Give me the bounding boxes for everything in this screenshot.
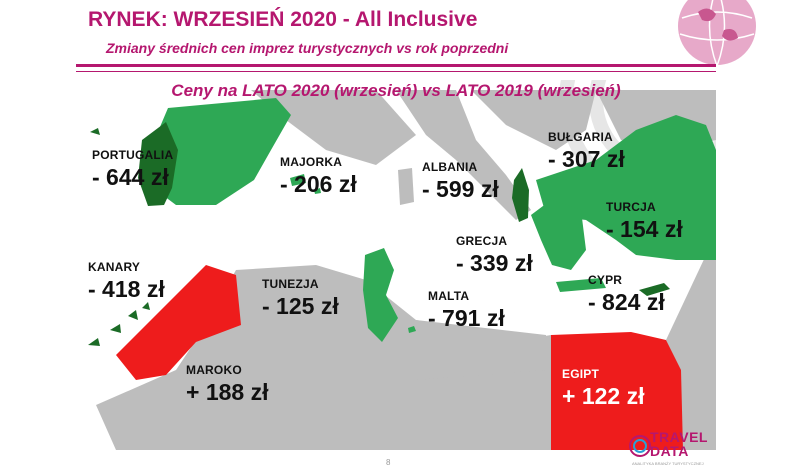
price-change: - 824 zł (588, 289, 665, 315)
logo-line-1: TRAVEL (650, 429, 708, 445)
destination-name: EGIPT (562, 367, 600, 381)
map-heading: Ceny na LATO 2020 (wrzesień) vs LATO 201… (171, 81, 621, 100)
land-libya (416, 320, 546, 380)
destination-name: PORTUGALIA (92, 148, 174, 162)
land-north-africa (96, 265, 551, 450)
land-balkans (471, 90, 596, 150)
price-change: - 418 zł (88, 276, 165, 302)
region-cyprus (639, 283, 670, 296)
price-change: - 339 zł (456, 250, 533, 276)
region-morocco (116, 265, 241, 380)
destination-label-albania: ALBANIA - 599 zł (422, 160, 499, 203)
destination-label-grecja: GRECJA - 339 zł (456, 234, 533, 277)
logo-text: TRAVEL DATA (650, 430, 708, 458)
destination-label-malta: MALTA - 791 zł (428, 289, 505, 332)
destination-label-egipt: EGIPT + 122 zł (562, 367, 644, 410)
destination-name: CYPR (588, 273, 623, 287)
price-change: - 791 zł (428, 305, 505, 331)
logo-tagline: ANALITYKA BRANŻY TURYSTYCZNEJ (632, 461, 704, 466)
destination-label-kanary: KANARY - 418 zł (88, 260, 165, 303)
price-change: - 154 zł (606, 216, 683, 242)
destination-name: MALTA (428, 289, 470, 303)
destination-label-maroko: MAROKO + 188 zł (186, 363, 268, 406)
destination-name: MAJORKA (280, 155, 343, 169)
destination-name: TUNEZJA (262, 277, 319, 291)
price-change: - 599 zł (422, 176, 499, 202)
price-change: - 644 zł (92, 164, 169, 190)
destination-name: KANARY (88, 260, 141, 274)
land-sardinia (398, 168, 414, 205)
destination-label-portugalia: PORTUGALIA - 644 zł (92, 148, 173, 191)
travel-data-logo: TRAVEL DATA ANALITYKA BRANŻY TURYSTYCZNE… (628, 428, 712, 468)
destination-label-bulgaria: BUŁGARIA - 307 zł (548, 130, 625, 173)
destination-name: ALBANIA (422, 160, 478, 174)
destination-label-turcja: TURCJA - 154 zł (606, 200, 683, 243)
region-canary-islands (88, 302, 150, 346)
page-title: RYNEK: WRZESIEŃ 2020 - All Inclusive (88, 8, 478, 31)
land-italy (396, 90, 531, 220)
destination-name: TURCJA (606, 200, 656, 214)
region-crete (556, 278, 606, 292)
region-greece (531, 200, 586, 270)
destination-label-cypr: CYPR - 824 zł (588, 273, 665, 316)
region-spain (146, 98, 291, 205)
logo-ring-icon (629, 435, 651, 457)
land-northwest (251, 90, 416, 165)
destination-label-majorka: MAJORKA - 206 zł (280, 155, 357, 198)
region-turkey-bulgaria (536, 115, 716, 260)
region-albania (512, 168, 529, 222)
region-tunisia (363, 248, 398, 342)
page-number: 8 (386, 458, 391, 467)
region-balearic-islands (290, 174, 321, 194)
region-portugal-islet (90, 128, 100, 135)
title-divider (76, 64, 716, 67)
region-malta (408, 326, 416, 333)
price-change: + 188 zł (186, 379, 269, 405)
price-change: - 125 zł (262, 293, 339, 319)
page-subtitle: Zmiany średnich cen imprez turystycznych… (106, 40, 509, 56)
logo-line-2: DATA (650, 443, 689, 459)
title-divider-thin (76, 71, 716, 72)
region-portugal (138, 122, 178, 206)
price-change: - 206 zł (280, 171, 357, 197)
price-change: - 307 zł (548, 146, 625, 172)
price-change: + 122 zł (562, 383, 645, 409)
destination-label-tunezja: TUNEZJA - 125 zł (262, 277, 339, 320)
destination-name: GRECJA (456, 234, 508, 248)
destination-name: MAROKO (186, 363, 242, 377)
map-drawing (88, 80, 716, 450)
mediterranean-map: Ceny na LATO 2020 (wrzesień) vs LATO 201… (76, 80, 716, 450)
region-egypt (551, 332, 683, 450)
globe-decoration-icon (676, 0, 758, 67)
destination-name: BUŁGARIA (548, 130, 613, 144)
